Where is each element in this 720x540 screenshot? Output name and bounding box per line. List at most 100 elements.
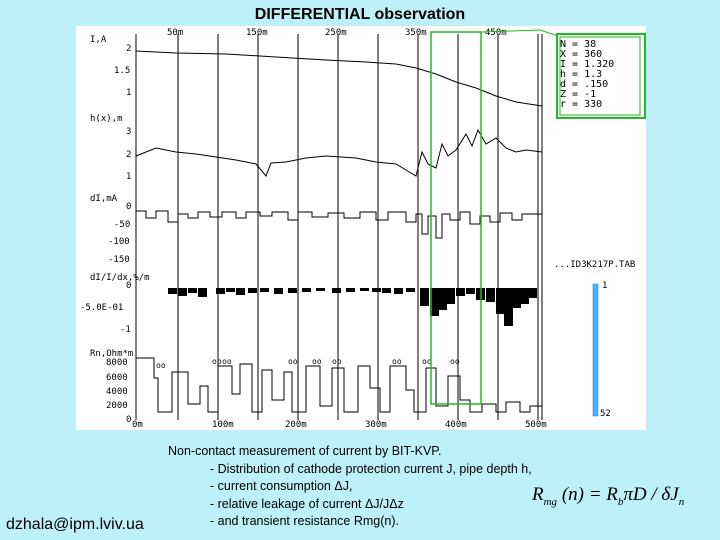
marker: oo (222, 357, 232, 366)
bottom-label: 100m (212, 420, 234, 430)
leakage-bar (168, 288, 177, 294)
caption-line: - and transient resistance Rmg(n). (210, 514, 399, 528)
caption-line: - relative leakage of current ΔJ/JΔz (210, 496, 404, 511)
plot-canvas: 50m 150m 250m 350m 450m 0m 100m 200m 300… (80, 28, 646, 430)
highlight-window (430, 31, 482, 405)
marker: oo (332, 357, 342, 366)
caption-line: - current consumption ΔJ, (210, 479, 353, 493)
tick-label: 2 (126, 44, 131, 54)
formula-arg: (n) = R (557, 484, 618, 505)
page-title: DIFFERENTIAL observation (254, 6, 466, 23)
param-line: d = .150 (560, 79, 608, 90)
top-label: 150m (246, 28, 268, 38)
panel-label-depth: h(x),m (90, 114, 123, 124)
tick-label: 6000 (106, 373, 128, 383)
panel-label-current-consumption: dI,mA (90, 194, 118, 204)
marker: oo (422, 357, 432, 366)
tick-label: 0 (126, 415, 131, 425)
tick-label: 0 (126, 281, 131, 291)
bottom-label: 500m (525, 420, 547, 430)
leakage-bar (446, 288, 455, 304)
param-line: I = 1.320 (560, 59, 614, 70)
leakage-bar (260, 288, 269, 292)
leakage-bar (406, 288, 415, 292)
marker: oo (392, 357, 402, 366)
tick-label: -100 (108, 237, 130, 247)
highlight-connector (539, 29, 559, 37)
leakage-bar (198, 288, 207, 297)
leakage-bar (382, 288, 391, 293)
tick-label: 1 (126, 172, 131, 182)
params-box (556, 33, 646, 119)
leakage-bar (394, 288, 403, 294)
formula: Rmg (n) = RbπD / δJn (532, 484, 684, 508)
tick-label: 1.5 (114, 66, 130, 76)
leakage-bar (438, 288, 447, 310)
param-line: r = 330 (560, 99, 602, 110)
depth-curve (135, 128, 543, 177)
bottom-label: 400m (445, 420, 467, 430)
leakage-bar (316, 288, 325, 291)
formula-r-sub: b (617, 495, 624, 508)
leakage-bar (466, 288, 475, 294)
leakage-bar (346, 288, 355, 292)
top-label: 450m (485, 28, 507, 38)
panel-label-resistance: Rn,Ohm*m (90, 349, 133, 359)
leakage-bar (430, 288, 439, 316)
leakage-bar (496, 288, 505, 314)
current-curve (135, 50, 543, 107)
formula-lhs-sub: mg (543, 495, 558, 508)
panel-label-relative-leakage: dI/I/dx,%/m (90, 273, 150, 283)
tick-label: -150 (108, 255, 130, 265)
bottom-label: 300m (365, 420, 387, 430)
caption-line: - Distribution of cathode protection cur… (210, 461, 532, 476)
tick-label: 2 (126, 150, 131, 160)
leakage-bar (504, 288, 513, 326)
leakage-bar (528, 288, 537, 298)
tick-label: 1 (126, 88, 131, 98)
tick-label: 3 (126, 127, 131, 137)
top-label: 50m (167, 28, 183, 38)
leakage-bar (288, 288, 297, 293)
marker: oo (450, 357, 460, 366)
marker: oo (288, 357, 298, 366)
bottom-label: 0m (132, 420, 143, 430)
marker: oo (312, 357, 322, 366)
caption-line: Non-contact measurement of current by BI… (168, 444, 442, 458)
formula-lhs: R (532, 484, 544, 505)
leakage-bar (216, 288, 225, 294)
bottom-label: 200m (285, 420, 307, 430)
leakage-bar (178, 288, 187, 296)
param-line: X = 360 (560, 49, 602, 60)
leakage-bar (188, 288, 197, 293)
formula-rest: πD / δJ (623, 484, 679, 505)
param-line: h = 1.3 (560, 69, 602, 80)
contact-email: dzhala@ipm.lviv.ua (6, 516, 144, 533)
tick-label: 4000 (106, 387, 128, 397)
leakage-bar (236, 288, 245, 295)
leakage-bar (520, 288, 529, 304)
consumption-curve (136, 210, 542, 239)
params-box-inner (559, 36, 641, 116)
leakage-bar (226, 288, 235, 292)
leakage-bar (456, 288, 465, 296)
leakage-bar (360, 288, 369, 291)
scale-bar (592, 283, 599, 417)
resistance-curve (136, 357, 542, 413)
formula-j-sub: n (678, 495, 685, 508)
leakage-bar (420, 288, 429, 306)
top-label: 350m (405, 28, 427, 38)
file-label: ...ID3K217P.TAB (554, 260, 635, 270)
tick-label: -50 (114, 220, 130, 230)
tick-label: 8000 (106, 358, 128, 368)
marker: oo (156, 361, 166, 370)
leakage-bar (512, 288, 521, 308)
leakage-bar (248, 288, 257, 293)
panel-label-current: I,A (90, 35, 107, 45)
highlight-connector (480, 29, 541, 33)
top-label: 250m (325, 28, 347, 38)
marker: oo (212, 357, 222, 366)
param-line: Z = -1 (560, 89, 596, 100)
leakage-bar (372, 288, 381, 292)
tick-label: 2000 (106, 401, 128, 411)
